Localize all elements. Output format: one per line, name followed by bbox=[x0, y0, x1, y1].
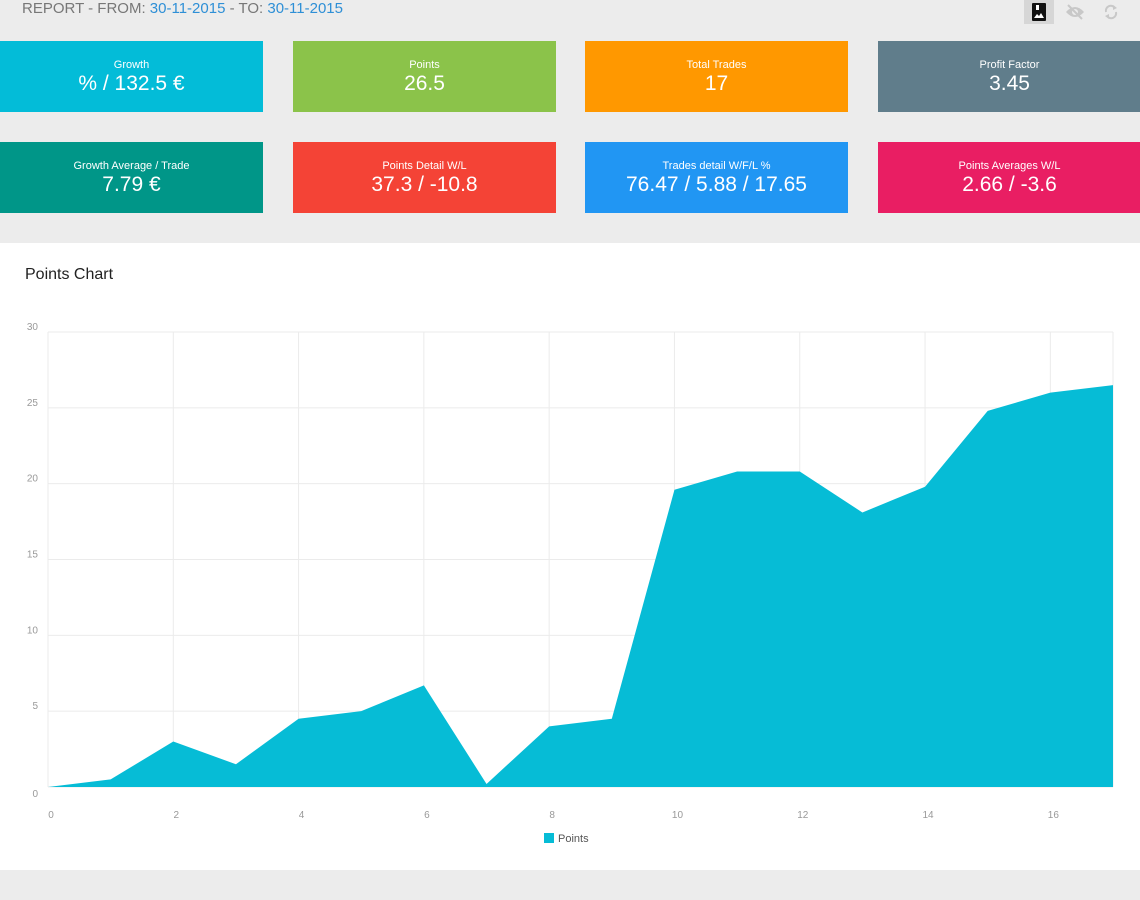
refresh-button[interactable] bbox=[1096, 0, 1126, 24]
x-tick-label: 10 bbox=[672, 810, 684, 821]
card-value: 76.47 / 5.88 / 17.65 bbox=[626, 173, 807, 196]
report-header: REPORT - FROM: 30-11-2015 - TO: 30-11-20… bbox=[22, 0, 343, 20]
hide-button[interactable] bbox=[1060, 0, 1090, 24]
x-tick-label: 16 bbox=[1048, 810, 1060, 821]
x-tick-label: 12 bbox=[797, 810, 809, 821]
refresh-icon bbox=[1104, 4, 1118, 20]
x-tick-label: 4 bbox=[299, 810, 305, 821]
card-value: % / 132.5 € bbox=[78, 72, 185, 95]
from-date[interactable]: 30-11-2015 bbox=[149, 0, 226, 17]
points-chart: 0 5 10 15 20 25 30 0 2 4 6 8 10 12 14 16 Points bbox=[27, 322, 1114, 845]
card-label: Profit Factor bbox=[979, 59, 1040, 71]
points-chart-panel: Points Chart 0 5 10 15 20 25 30 0 2 4 6 8 10 12 14 16 Po… bbox=[0, 243, 1140, 870]
y-tick-label: 30 bbox=[27, 322, 39, 333]
card-value: 2.66 / -3.6 bbox=[962, 173, 1057, 196]
card-label: Points bbox=[409, 59, 440, 71]
image-icon bbox=[1032, 3, 1046, 21]
card-label: Growth bbox=[113, 59, 150, 71]
stat-card-profit-factor: Profit Factor 3.45 bbox=[878, 41, 1140, 112]
stat-card-points-averages-w-l: Points Averages W/L 2.66 / -3.6 bbox=[878, 142, 1140, 213]
card-value: 7.79 € bbox=[102, 173, 161, 196]
y-tick-label: 25 bbox=[27, 398, 39, 409]
eye-off-icon bbox=[1066, 4, 1084, 20]
y-tick-label: 0 bbox=[32, 789, 38, 800]
toolbar bbox=[1024, 0, 1126, 24]
stat-card-points-detail-w-l: Points Detail W/L 37.3 / -10.8 bbox=[293, 142, 556, 213]
stat-card-growth: Growth% / 132.5 € bbox=[0, 41, 263, 112]
card-value: 37.3 / -10.8 bbox=[371, 173, 478, 196]
legend-label: Points bbox=[558, 833, 589, 845]
panel-title: Points Chart bbox=[25, 266, 114, 283]
x-tick-label: 0 bbox=[48, 810, 54, 821]
stat-card-points: Points 26.5 bbox=[293, 41, 556, 112]
card-value: 3.45 bbox=[989, 72, 1030, 95]
stat-card-total-trades: Total Trades 17 bbox=[585, 41, 848, 112]
to-label: - TO: bbox=[225, 0, 268, 17]
y-tick-label: 15 bbox=[27, 550, 39, 561]
y-tick-label: 5 bbox=[32, 701, 38, 712]
card-label: Points Averages W/L bbox=[958, 160, 1061, 172]
x-tick-label: 14 bbox=[922, 810, 934, 821]
image-button[interactable] bbox=[1024, 0, 1054, 24]
card-label: Growth Average / Trade bbox=[73, 160, 190, 172]
card-label: Points Detail W/L bbox=[382, 160, 467, 172]
x-tick-label: 2 bbox=[174, 810, 180, 821]
card-value: 26.5 bbox=[404, 72, 445, 95]
to-date[interactable]: 30-11-2015 bbox=[267, 0, 343, 17]
report-label: REPORT - FROM: bbox=[22, 0, 150, 17]
x-tick-label: 6 bbox=[424, 810, 430, 821]
stat-card-growth-average-trade: Growth Average / Trade 7.79 € bbox=[0, 142, 263, 213]
y-tick-label: 10 bbox=[27, 625, 39, 636]
x-tick-label: 8 bbox=[549, 810, 555, 821]
stat-card-trades-detail-w-f-l-: Trades detail W/F/L % 76.47 / 5.88 / 17.6… bbox=[585, 142, 848, 213]
points-area bbox=[48, 385, 1113, 787]
card-label: Trades detail W/F/L % bbox=[662, 160, 771, 172]
y-tick-label: 20 bbox=[27, 474, 39, 485]
card-value: 17 bbox=[704, 72, 729, 95]
legend-swatch bbox=[544, 833, 554, 843]
card-label: Total Trades bbox=[686, 59, 747, 71]
